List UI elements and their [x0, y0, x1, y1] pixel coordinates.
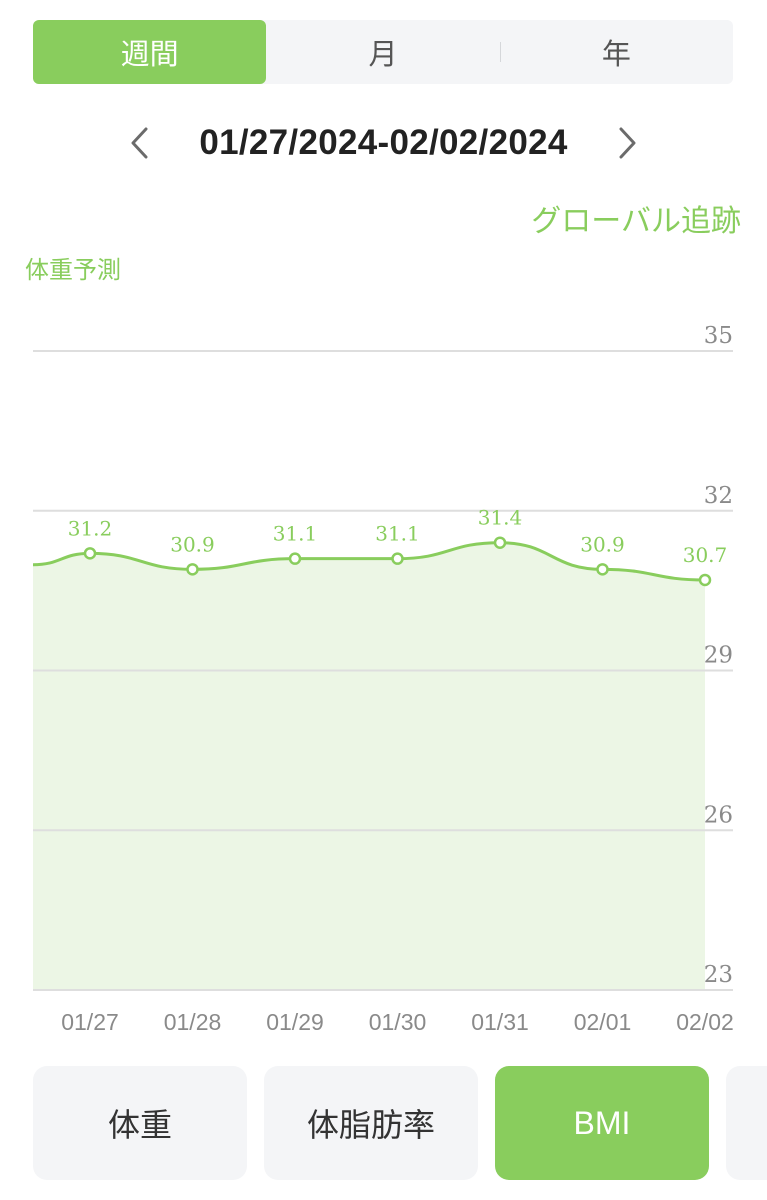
next-period-button[interactable] — [608, 123, 648, 163]
data-label: 31.4 — [478, 506, 523, 530]
data-point — [186, 563, 199, 576]
y-tick-label: 23 — [704, 962, 733, 988]
x-tick-label: 02/02 — [676, 1009, 734, 1035]
series-line — [32, 541, 706, 582]
period-segmented-control: 週間 月 年 — [33, 20, 733, 84]
tab-year-label: 年 — [601, 37, 631, 71]
date-navigator: 01/27/2024-02/02/2024 — [0, 110, 767, 176]
data-point — [596, 563, 609, 576]
x-tick-label: 01/30 — [369, 1009, 427, 1035]
data-label: 30.9 — [580, 532, 625, 556]
data-point — [698, 573, 712, 587]
data-label: 31.2 — [68, 516, 113, 540]
segment-divider — [499, 42, 501, 62]
date-range-label: 01/27/2024-02/02/2024 — [199, 123, 568, 162]
tab-next-metric[interactable] — [726, 1066, 767, 1180]
metric-tabs: 体重 体脂肪率 BMI — [33, 1066, 767, 1182]
y-tick-label: 29 — [704, 643, 733, 669]
tab-year[interactable]: 年 — [499, 20, 733, 84]
data-point — [83, 547, 97, 560]
weight-prediction-label[interactable]: 体重予測 — [25, 256, 121, 284]
data-point — [391, 552, 404, 565]
bmi-chart: 35 32 29 26 23 31.2 30.9 31.1 31.1 31.4 30.9 30.7 01… — [32, 323, 734, 1035]
tab-week[interactable]: 週間 — [33, 20, 267, 84]
data-label: 31.1 — [273, 522, 318, 546]
y-tick-label: 26 — [704, 802, 733, 828]
x-tick-label: 02/01 — [574, 1009, 632, 1035]
previous-period-button[interactable] — [119, 123, 159, 163]
y-tick-label: 32 — [704, 483, 733, 509]
tab-weight[interactable]: 体重 — [33, 1066, 247, 1180]
data-label: 31.1 — [375, 522, 420, 546]
x-tick-label: 01/28 — [164, 1009, 222, 1035]
y-tick-label: 35 — [704, 323, 733, 349]
data-label: 30.7 — [683, 543, 728, 567]
data-label: 30.9 — [170, 532, 215, 556]
chevron-right-icon — [619, 127, 636, 159]
data-point — [493, 536, 507, 549]
data-point — [288, 552, 302, 565]
global-tracking-link[interactable]: グローバル追跡 — [531, 204, 741, 239]
tab-month[interactable]: 月 — [368, 37, 398, 71]
chevron-left-icon — [131, 127, 148, 159]
tab-bmi[interactable]: BMI — [495, 1066, 709, 1180]
tab-body-fat[interactable]: 体脂肪率 — [264, 1066, 478, 1180]
x-tick-label: 01/31 — [471, 1009, 529, 1035]
x-tick-label: 01/27 — [61, 1009, 119, 1035]
chart-area-fill — [33, 542, 705, 990]
x-tick-label: 01/29 — [266, 1009, 324, 1035]
